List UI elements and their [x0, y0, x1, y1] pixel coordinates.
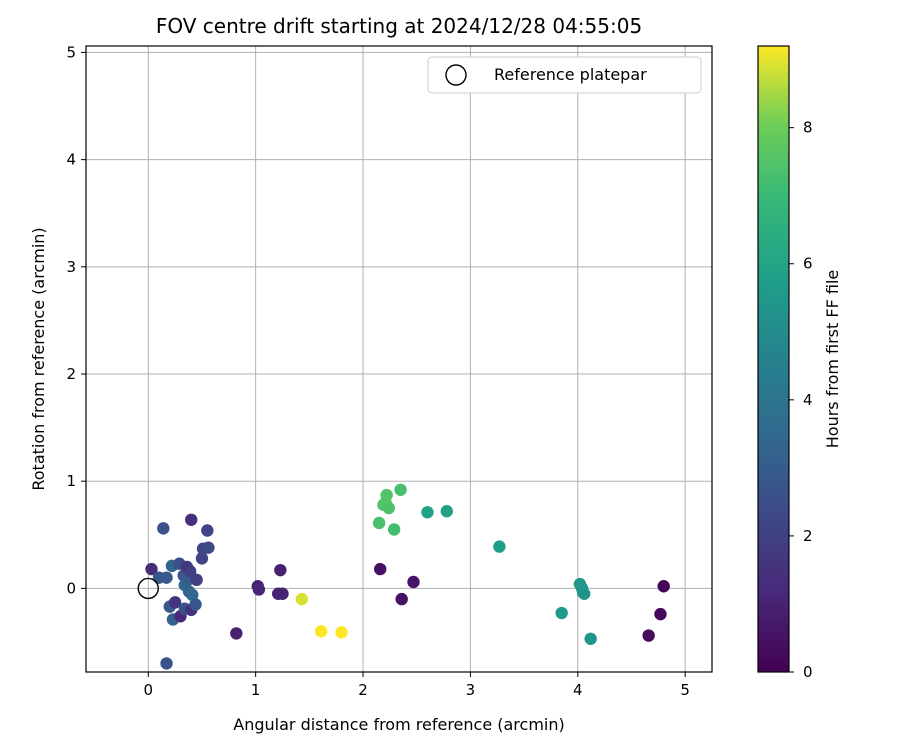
scatter-point — [186, 588, 199, 602]
y-tick-label: 5 — [66, 43, 76, 61]
scatter-point — [230, 627, 243, 640]
x-tick-label: 4 — [573, 681, 583, 699]
scatter-point — [160, 657, 173, 670]
scatter-point — [157, 522, 170, 535]
scatter-point — [382, 501, 395, 515]
colorbar-tick-label: 2 — [803, 527, 813, 545]
scatter-point — [387, 523, 401, 536]
scatter-point — [394, 483, 407, 496]
scatter-point — [555, 606, 568, 620]
scatter-point — [493, 540, 506, 553]
scatter-point — [189, 598, 202, 611]
y-tick-label: 3 — [66, 258, 76, 276]
scatter-point — [202, 541, 215, 554]
scatter-point — [578, 587, 591, 600]
scatter-point — [654, 607, 667, 621]
scatter-point — [584, 632, 597, 645]
scatter-point — [201, 524, 214, 537]
colorbar-ticks: 0 2 4 6 8 — [789, 119, 813, 681]
x-tick-label: 2 — [358, 681, 368, 699]
scatter-point — [145, 562, 158, 576]
scatter-point — [657, 580, 670, 593]
scatter-point — [395, 592, 408, 606]
data-points — [145, 483, 670, 670]
scatter-point — [252, 583, 266, 596]
chart-title: FOV centre drift starting at 2024/12/28 … — [156, 14, 642, 38]
y-axis-label: Rotation from reference (arcmin) — [29, 227, 48, 490]
scatter-point — [185, 513, 198, 526]
legend: Reference platepar — [427, 56, 702, 94]
scatter-point — [274, 563, 287, 577]
colorbar-tick-label: 4 — [803, 391, 813, 409]
scatter-point — [440, 505, 453, 518]
scatter-point — [372, 516, 386, 530]
scatter-point — [421, 506, 434, 519]
scatter-point — [168, 596, 182, 609]
y-axis-ticks: 0 1 2 3 4 5 — [66, 43, 86, 597]
colorbar-label: Hours from first FF file — [823, 270, 842, 449]
scatter-point — [642, 629, 655, 642]
y-tick-label: 4 — [66, 151, 76, 169]
scatter-point — [195, 552, 209, 565]
x-tick-label: 3 — [466, 681, 476, 699]
y-tick-label: 2 — [66, 365, 76, 383]
x-axis-ticks: 0 1 2 3 4 5 — [144, 672, 690, 699]
scatter-point — [295, 592, 309, 606]
scatter-point — [380, 488, 393, 502]
y-tick-label: 0 — [66, 579, 76, 597]
grid — [86, 46, 712, 672]
y-tick-label: 1 — [66, 472, 76, 490]
reference-marker — [137, 577, 159, 600]
scatter-point — [407, 575, 420, 589]
legend-box — [427, 56, 702, 94]
scatter-point — [190, 573, 203, 587]
x-axis-label: Angular distance from reference (arcmin) — [233, 715, 564, 734]
x-tick-label: 0 — [144, 681, 154, 699]
scatter-point — [160, 571, 173, 584]
colorbar: 0 2 4 6 8 Hours from first FF file — [757, 45, 842, 681]
plot-frame — [85, 45, 713, 673]
scatter-point — [335, 626, 348, 639]
scatter-point — [183, 565, 197, 578]
colorbar-tick-label: 8 — [803, 119, 813, 137]
scatter-point — [276, 587, 289, 600]
legend-entry-label: Reference platepar — [494, 65, 647, 84]
scatter-point — [314, 625, 328, 638]
colorbar-tick-label: 6 — [803, 255, 813, 273]
colorbar-gradient — [757, 45, 790, 673]
legend-marker — [445, 64, 467, 86]
colorbar-tick-label: 0 — [803, 663, 813, 681]
x-tick-label: 5 — [680, 681, 690, 699]
x-tick-label: 1 — [251, 681, 261, 699]
scatter-point — [374, 562, 387, 576]
